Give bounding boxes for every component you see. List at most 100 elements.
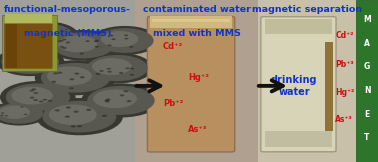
Circle shape — [49, 104, 97, 125]
Circle shape — [11, 87, 53, 104]
Bar — [258, 0, 378, 162]
Circle shape — [123, 90, 128, 92]
Bar — [265, 19, 332, 34]
Circle shape — [0, 115, 4, 116]
Circle shape — [65, 116, 70, 118]
Circle shape — [33, 99, 38, 101]
Text: magnetic separation: magnetic separation — [252, 5, 362, 14]
Circle shape — [44, 58, 48, 59]
Circle shape — [102, 115, 107, 117]
Bar — [325, 42, 333, 131]
FancyBboxPatch shape — [147, 17, 235, 152]
Circle shape — [71, 125, 76, 127]
Circle shape — [14, 62, 19, 64]
Circle shape — [87, 86, 155, 115]
Circle shape — [125, 67, 130, 69]
Circle shape — [129, 46, 133, 48]
Circle shape — [69, 78, 74, 80]
Circle shape — [74, 110, 79, 113]
Circle shape — [0, 105, 30, 119]
FancyBboxPatch shape — [261, 17, 336, 152]
Circle shape — [47, 66, 92, 86]
Circle shape — [106, 98, 110, 100]
Circle shape — [0, 81, 76, 113]
Circle shape — [80, 76, 85, 78]
Circle shape — [0, 103, 43, 124]
Circle shape — [20, 106, 24, 108]
Circle shape — [55, 109, 60, 111]
Circle shape — [17, 23, 74, 48]
Circle shape — [107, 44, 112, 46]
Text: A: A — [364, 39, 370, 48]
Circle shape — [101, 31, 138, 47]
Circle shape — [58, 35, 98, 52]
Circle shape — [6, 83, 70, 111]
Circle shape — [40, 60, 44, 62]
Circle shape — [81, 53, 153, 83]
Circle shape — [30, 97, 34, 99]
Circle shape — [124, 38, 129, 40]
Circle shape — [32, 88, 36, 90]
Bar — [135, 0, 258, 162]
Circle shape — [92, 58, 132, 75]
Circle shape — [99, 70, 104, 72]
Bar — [150, 16, 232, 28]
Circle shape — [42, 101, 116, 133]
Circle shape — [91, 26, 159, 55]
Circle shape — [34, 92, 38, 94]
Circle shape — [25, 39, 29, 40]
Circle shape — [79, 53, 84, 54]
Circle shape — [51, 81, 56, 83]
Circle shape — [93, 89, 137, 108]
Circle shape — [120, 94, 124, 96]
Circle shape — [124, 35, 128, 36]
Circle shape — [45, 40, 50, 42]
Circle shape — [5, 115, 8, 117]
Circle shape — [66, 41, 70, 43]
Circle shape — [43, 99, 47, 101]
Circle shape — [57, 40, 61, 42]
Circle shape — [130, 68, 134, 69]
Circle shape — [0, 101, 47, 126]
Circle shape — [62, 47, 67, 49]
Circle shape — [53, 32, 114, 58]
Circle shape — [1, 112, 5, 114]
Text: T: T — [364, 133, 370, 142]
Circle shape — [86, 109, 91, 111]
Circle shape — [48, 100, 52, 102]
Circle shape — [62, 39, 66, 40]
Circle shape — [35, 60, 116, 95]
Circle shape — [96, 28, 153, 53]
Text: M: M — [363, 15, 371, 24]
Circle shape — [81, 83, 161, 117]
Circle shape — [66, 106, 71, 109]
Circle shape — [105, 100, 109, 102]
Circle shape — [53, 72, 58, 74]
Text: Cd⁺²: Cd⁺² — [335, 31, 354, 40]
Text: magnetic (MMS): magnetic (MMS) — [24, 29, 112, 38]
FancyBboxPatch shape — [4, 24, 53, 69]
Circle shape — [26, 56, 31, 58]
Circle shape — [130, 74, 134, 76]
Bar — [356, 0, 378, 162]
Circle shape — [74, 73, 79, 75]
Circle shape — [12, 21, 79, 50]
Circle shape — [47, 30, 119, 61]
Text: As⁺³: As⁺³ — [188, 125, 207, 134]
Circle shape — [119, 72, 123, 74]
Circle shape — [22, 26, 59, 42]
Bar — [2, 15, 57, 71]
Bar — [152, 19, 230, 22]
Bar — [5, 14, 52, 23]
Bar — [0, 0, 135, 162]
Circle shape — [95, 40, 99, 41]
Circle shape — [41, 31, 45, 33]
Text: Hg⁺²: Hg⁺² — [189, 73, 210, 82]
Circle shape — [109, 35, 113, 36]
Circle shape — [24, 114, 27, 115]
Bar — [265, 131, 332, 147]
Circle shape — [41, 63, 110, 93]
Circle shape — [85, 40, 90, 42]
Circle shape — [50, 29, 54, 31]
Circle shape — [77, 125, 82, 127]
